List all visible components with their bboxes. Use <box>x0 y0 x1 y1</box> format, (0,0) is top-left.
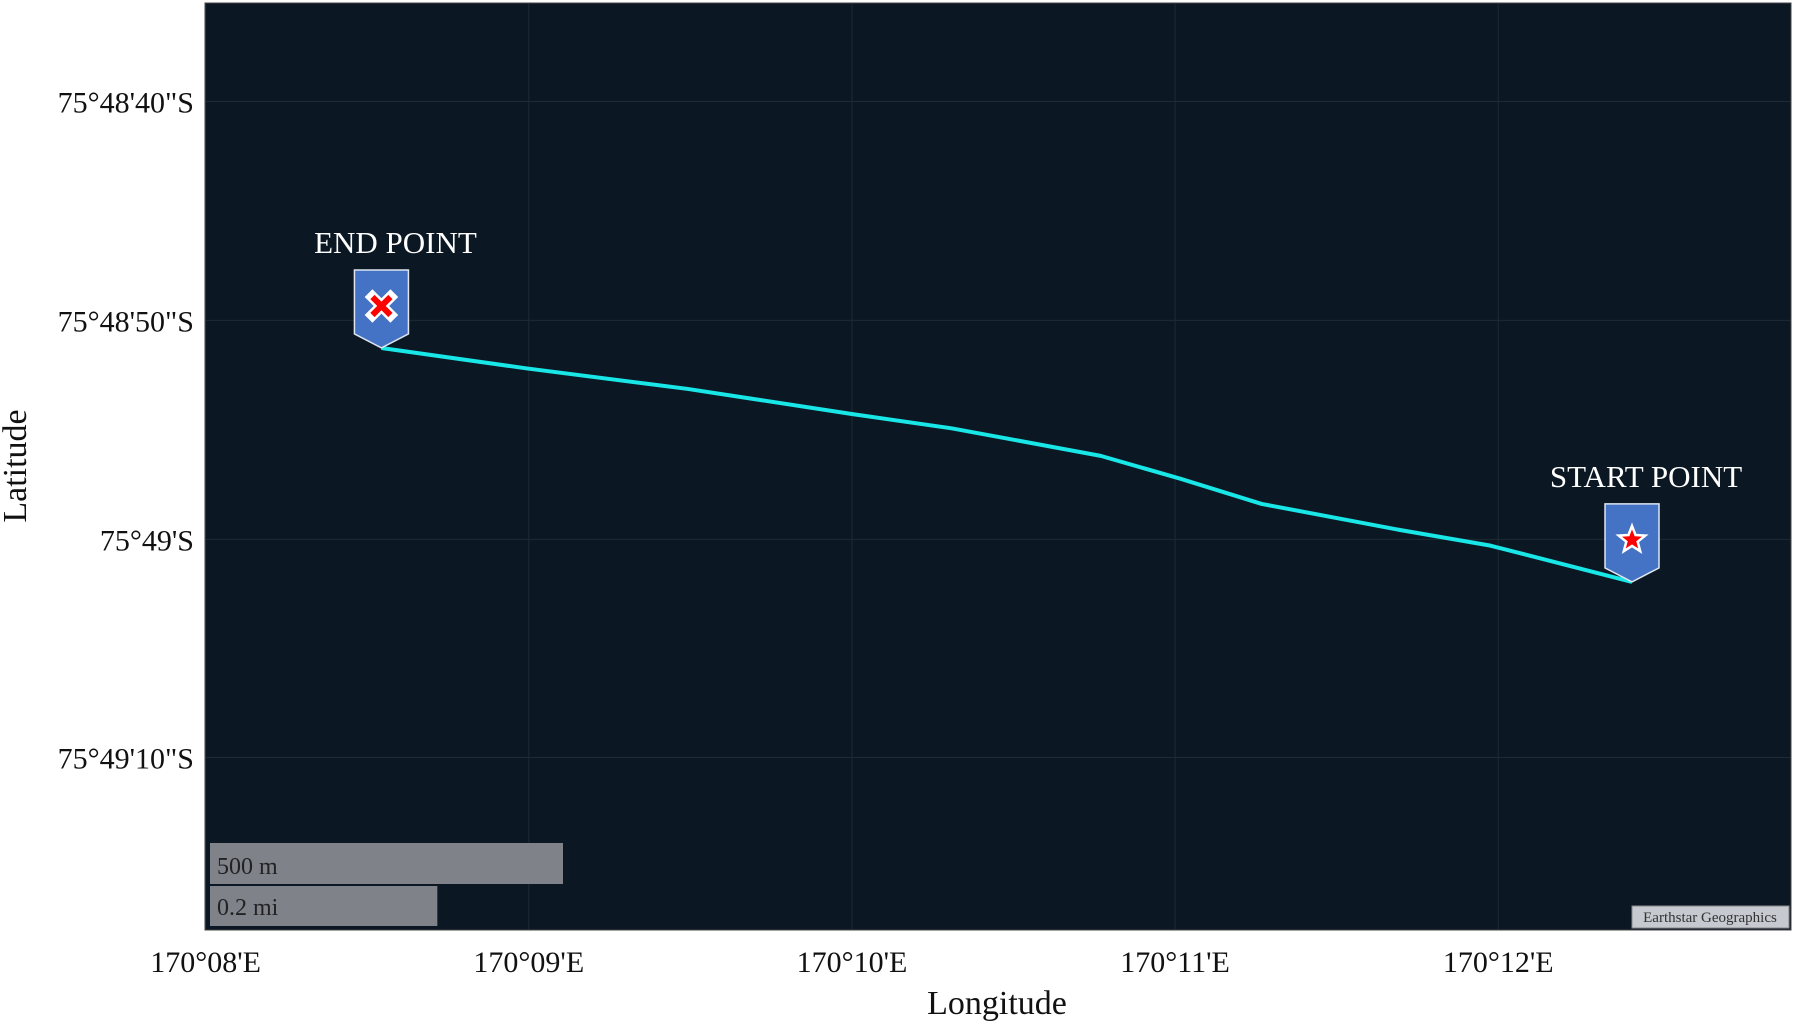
attribution-box <box>1631 905 1790 929</box>
attribution[interactable]: Earthstar Geographics <box>1643 910 1777 926</box>
x-tick-label: 170°12'E <box>1443 946 1554 979</box>
y-tick-labels: 75°48'40"S 75°48'50"S 75°49'S 75°49'10"S <box>58 86 194 775</box>
star-icon <box>1615 522 1649 555</box>
x-icon <box>370 294 393 318</box>
y-axis-label: Latitude <box>0 409 34 522</box>
marker-label: START POINT <box>1550 459 1742 494</box>
marker-start-point[interactable]: START POINT <box>1550 459 1742 583</box>
grid <box>205 3 1791 930</box>
map-frame <box>204 2 1792 931</box>
scale-bar-imperial-label: 0.2 mi <box>217 895 279 921</box>
scale-bar: 500 m 0.2 mi <box>210 843 563 926</box>
map-area[interactable] <box>205 3 1791 930</box>
y-tick-label: 75°49'S <box>100 524 194 557</box>
scale-bar-metric-label: 500 m <box>217 854 278 880</box>
x-axis-label: Longitude <box>927 985 1067 1022</box>
y-tick-label: 75°49'10"S <box>58 743 194 776</box>
x-tick-label: 170°11'E <box>1120 946 1230 979</box>
y-tick-label: 75°48'40"S <box>58 86 194 119</box>
scale-bar-metric <box>210 843 563 884</box>
marker-end-point[interactable]: END POINT <box>314 225 477 349</box>
scale-bar-imperial <box>210 886 438 926</box>
x-tick-labels: 170°08'E 170°09'E 170°10'E 170°11'E 170°12'E <box>150 946 1553 979</box>
marker-label: END POINT <box>314 225 477 260</box>
track-line <box>381 345 1633 584</box>
x-tick-label: 170°10'E <box>797 946 908 979</box>
y-tick-label: 75°48'50"S <box>58 305 194 338</box>
x-tick-label: 170°09'E <box>473 946 584 979</box>
x-tick-label: 170°08'E <box>150 946 261 979</box>
markers: END POINT START POINT <box>314 225 1742 583</box>
